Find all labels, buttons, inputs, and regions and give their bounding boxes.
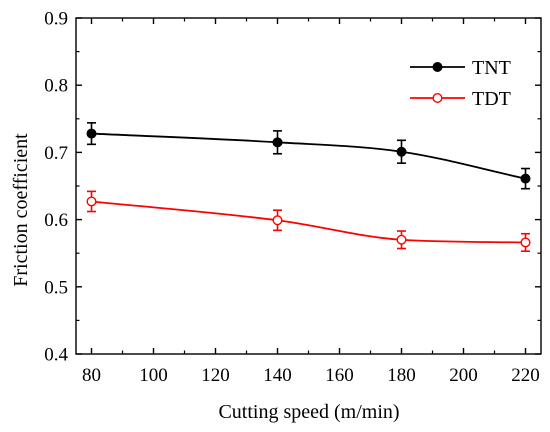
legend-item-tnt: TNT — [410, 57, 511, 79]
data-point — [396, 234, 407, 245]
y-tick-label: 0.5 — [44, 277, 68, 298]
x-tick-label: 200 — [449, 365, 478, 386]
y-tick-label: 0.9 — [44, 9, 68, 30]
y-axis-title: Friction coefficient — [10, 133, 32, 287]
series-line-tnt — [91, 132, 526, 180]
data-point — [396, 146, 407, 157]
y-axis: 0.4 0.5 0.6 0.7 0.8 0.9 — [44, 9, 541, 366]
x-tick-label: 80 — [82, 365, 101, 386]
data-point — [86, 196, 97, 207]
x-axis-title: Cutting speed (m/min) — [218, 401, 399, 423]
legend: TNT TDT — [410, 57, 511, 110]
y-tick-label: 0.4 — [44, 345, 68, 366]
series-tnt — [86, 122, 531, 190]
y-tick-label: 0.8 — [44, 76, 68, 97]
data-point — [86, 128, 97, 139]
data-point — [272, 137, 283, 148]
data-point — [520, 237, 531, 248]
x-tick-label: 160 — [325, 365, 354, 386]
legend-item-tdt: TDT — [410, 88, 511, 110]
legend-marker — [432, 62, 443, 73]
x-tick-label: 220 — [511, 365, 540, 386]
data-point — [272, 215, 283, 226]
legend-marker — [432, 92, 443, 103]
x-axis: 80 100 120 140 160 180 200 220 — [82, 18, 540, 386]
y-tick-label: 0.6 — [44, 210, 68, 231]
x-tick-label: 140 — [263, 365, 292, 386]
series-layer — [86, 122, 531, 252]
y-tick-label: 0.7 — [44, 143, 68, 164]
series-line-tdt — [91, 200, 526, 244]
legend-label: TDT — [472, 88, 511, 110]
series-tdt — [86, 190, 531, 252]
x-tick-label: 180 — [387, 365, 416, 386]
legend-label: TNT — [472, 57, 511, 79]
x-tick-label: 120 — [201, 365, 230, 386]
data-point — [520, 173, 531, 184]
x-tick-label: 100 — [139, 365, 168, 386]
